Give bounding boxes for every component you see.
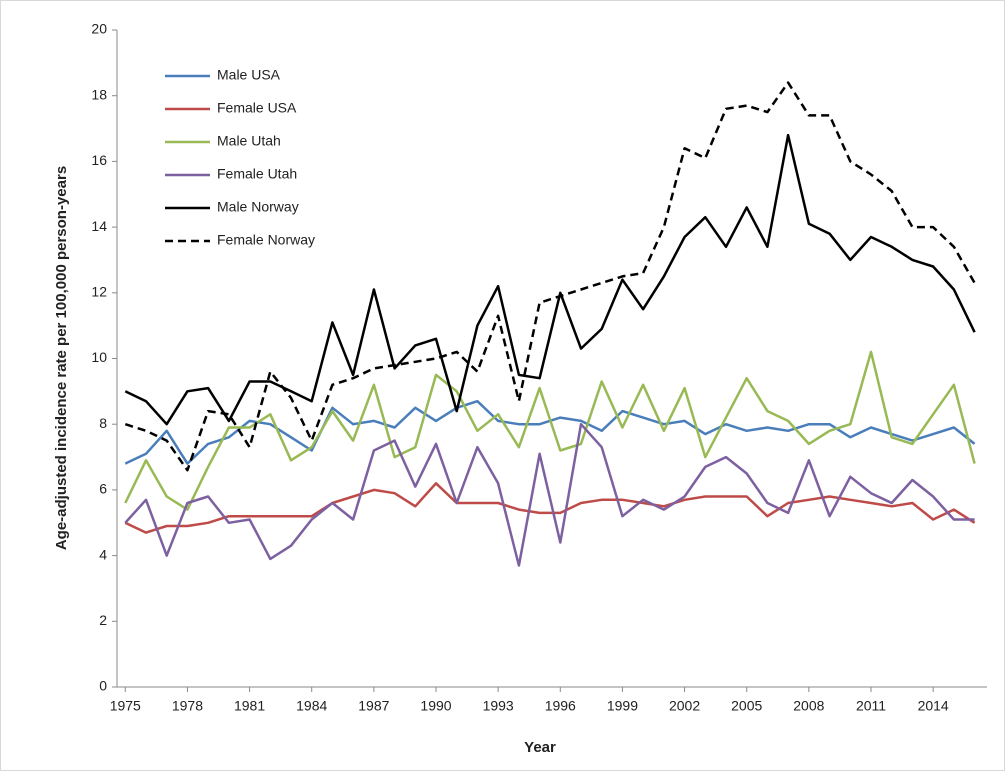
legend-label: Female Norway xyxy=(217,232,315,248)
y-axis-title: Age-adjusted incidence rate per 100,000 … xyxy=(53,166,70,550)
x-tick-label: 2005 xyxy=(731,698,762,714)
legend-label: Female Utah xyxy=(217,166,297,182)
series-line xyxy=(124,133,976,426)
x-tick-label: 1984 xyxy=(296,698,327,714)
x-axis-title: Year xyxy=(524,739,556,756)
y-tick-label: 6 xyxy=(99,481,107,497)
y-tick-label: 20 xyxy=(91,21,107,37)
y-tick-label: 10 xyxy=(91,349,107,365)
y-tick-label: 16 xyxy=(91,152,107,168)
legend-label: Male USA xyxy=(217,67,281,83)
x-tick-label: 1978 xyxy=(172,698,203,714)
x-tick-label: 1981 xyxy=(234,698,265,714)
x-tick-label: 2014 xyxy=(918,698,949,714)
series-line xyxy=(124,350,976,511)
y-tick-label: 2 xyxy=(99,612,107,628)
y-tick-label: 18 xyxy=(91,86,107,102)
y-tick-label: 14 xyxy=(91,218,107,234)
series-line xyxy=(124,482,976,534)
series-line xyxy=(124,81,976,472)
x-tick-label: 2011 xyxy=(856,698,886,714)
x-tick-label: 1993 xyxy=(483,698,514,714)
legend-label: Male Utah xyxy=(217,133,281,149)
x-tick-label: 1990 xyxy=(420,698,451,714)
x-tick-label: 2008 xyxy=(793,698,824,714)
y-tick-label: 12 xyxy=(91,284,107,300)
x-tick-label: 1996 xyxy=(545,698,576,714)
x-tick-label: 2002 xyxy=(669,698,700,714)
x-tick-label: 1999 xyxy=(607,698,638,714)
legend-label: Female USA xyxy=(217,100,297,116)
x-tick-label: 1987 xyxy=(358,698,389,714)
y-tick-label: 4 xyxy=(99,546,107,562)
legend-label: Male Norway xyxy=(217,199,299,215)
y-tick-label: 8 xyxy=(99,415,107,431)
x-tick-label: 1975 xyxy=(110,698,141,714)
y-tick-label: 0 xyxy=(99,678,107,694)
series-line xyxy=(124,422,975,567)
